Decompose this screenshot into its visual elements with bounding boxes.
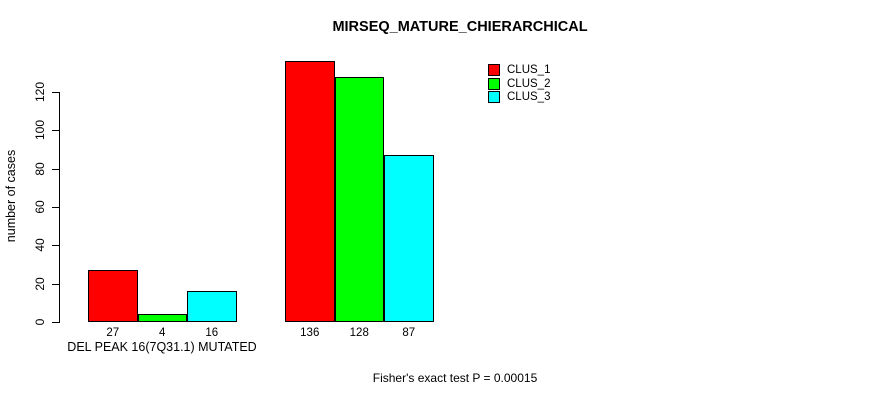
bar-clus_2 — [334, 76, 384, 322]
y-axis-tick — [52, 245, 59, 247]
legend-swatch-clus_3 — [488, 91, 500, 104]
legend-swatch-clus_2 — [488, 77, 500, 90]
y-tick-label: 100 — [33, 120, 47, 141]
y-axis-tick — [52, 92, 59, 93]
bar-value-label: 4 — [159, 326, 166, 339]
chart-title: MIRSEQ_MATURE_CHIERARCHICAL — [332, 19, 588, 35]
bar-value-label: 87 — [402, 326, 416, 339]
y-axis-tick — [52, 207, 59, 208]
legend-item-clus_3: CLUS_3 — [488, 90, 550, 104]
y-axis-line — [59, 92, 60, 323]
legend-label: CLUS_3 — [507, 91, 551, 104]
y-tick-label: 120 — [33, 81, 47, 103]
bar-value-label: 136 — [300, 326, 320, 339]
y-axis-tick — [52, 283, 59, 285]
y-tick-label: 40 — [33, 238, 47, 253]
bar-value-label: 16 — [205, 326, 219, 339]
y-tick-label: 20 — [33, 276, 47, 291]
y-axis-title: number of cases — [4, 149, 18, 243]
legend: CLUS_1 CLUS_2 CLUS_3 — [488, 63, 550, 104]
bar-clus_1 — [285, 61, 335, 322]
legend-item-clus_1: CLUS_1 — [488, 63, 550, 77]
bar-clus_1 — [88, 270, 138, 322]
y-tick-label: 0 — [33, 318, 47, 326]
legend-swatch-clus_1 — [488, 63, 500, 76]
bar-value-label: 128 — [349, 326, 369, 339]
bar-value-label: 27 — [106, 326, 120, 339]
y-tick-label: 60 — [33, 200, 47, 214]
bar-clus_3 — [384, 155, 434, 322]
legend-item-clus_2: CLUS_2 — [488, 77, 550, 91]
y-tick-label: 80 — [33, 161, 47, 176]
stat-test-footnote: Fisher's exact test P = 0.00015 — [372, 371, 538, 385]
y-axis-tick — [52, 130, 59, 132]
bar-clus_3 — [187, 291, 237, 322]
legend-label: CLUS_2 — [507, 77, 551, 90]
bar-clus_2 — [137, 314, 187, 322]
y-axis-tick — [52, 322, 59, 323]
x-axis-group-label: DEL PEAK 16(7Q31.1) MUTATED — [67, 340, 257, 354]
legend-label: CLUS_1 — [507, 63, 551, 76]
y-axis-tick — [52, 168, 59, 170]
